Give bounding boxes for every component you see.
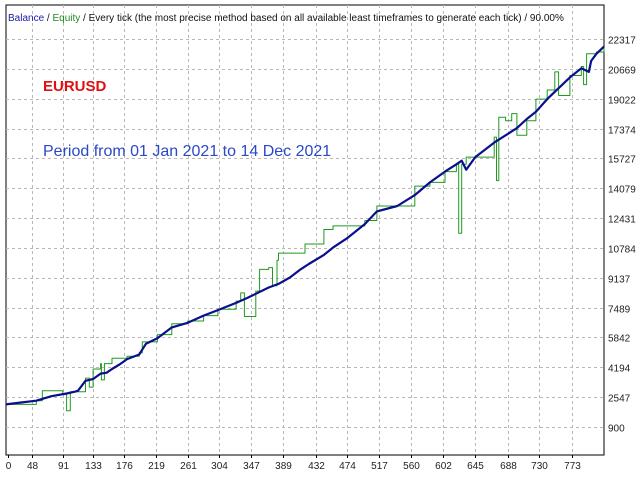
x-tick-label: 730 <box>531 461 548 472</box>
y-tick-label: 9137 <box>608 275 631 286</box>
x-tick-label: 474 <box>339 461 356 472</box>
y-tick-label: 2547 <box>608 394 631 405</box>
x-tick-label: 773 <box>564 461 581 472</box>
series-layer <box>5 45 605 412</box>
y-tick-label: 7489 <box>608 305 631 316</box>
y-tick-label: 14079 <box>608 185 636 196</box>
test-description: / Every tick (the most precise method ba… <box>80 13 564 24</box>
plot-frame <box>5 4 605 456</box>
y-tick-label: 22317 <box>608 36 636 47</box>
x-tick-label: 432 <box>308 461 325 472</box>
balance-legend-label: Balance <box>8 13 45 24</box>
x-tick-label: 261 <box>180 461 197 472</box>
y-tick-label: 19022 <box>608 96 636 107</box>
grid-layer <box>5 4 605 456</box>
legend-separator: / <box>44 13 53 24</box>
balance-series-line <box>5 45 605 406</box>
symbol-label: EURUSD <box>43 78 107 95</box>
y-tick-label: 12431 <box>608 215 636 226</box>
equity-series-line <box>6 46 605 412</box>
equity-legend-label: Equity <box>52 13 81 24</box>
x-tick-label: 517 <box>371 461 388 472</box>
x-tick-label: 91 <box>58 461 70 472</box>
x-tick-label: 48 <box>27 461 39 472</box>
period-label: Period from 01 Jan 2021 to 14 Dec 2021 <box>43 143 332 160</box>
axis-layer: 900 2547 4194 5842 7489 9137 10784 12431 14079 15… <box>6 36 637 473</box>
x-tick-label: 176 <box>116 461 133 472</box>
y-tick-label: 4194 <box>608 364 631 375</box>
chart-header: Balance / Equity / Every tick (the most … <box>8 13 564 24</box>
x-tick-label: 602 <box>435 461 452 472</box>
x-tick-label: 688 <box>500 461 517 472</box>
y-tick-label: 5842 <box>608 334 631 345</box>
x-tick-label: 219 <box>148 461 165 472</box>
y-tick-label: 15727 <box>608 155 636 166</box>
y-tick-label: 17374 <box>608 126 636 137</box>
x-tick-label: 133 <box>85 461 102 472</box>
x-tick-label: 304 <box>211 461 228 472</box>
x-tick-label: 389 <box>275 461 292 472</box>
y-tick-label: 900 <box>608 424 625 435</box>
x-tick-label: 347 <box>243 461 260 472</box>
y-tick-label: 20669 <box>608 66 636 77</box>
x-tick-label: 560 <box>403 461 420 472</box>
y-tick-label: 10784 <box>608 245 636 256</box>
x-tick-label: 645 <box>467 461 484 472</box>
x-tick-label: 0 <box>6 461 12 472</box>
